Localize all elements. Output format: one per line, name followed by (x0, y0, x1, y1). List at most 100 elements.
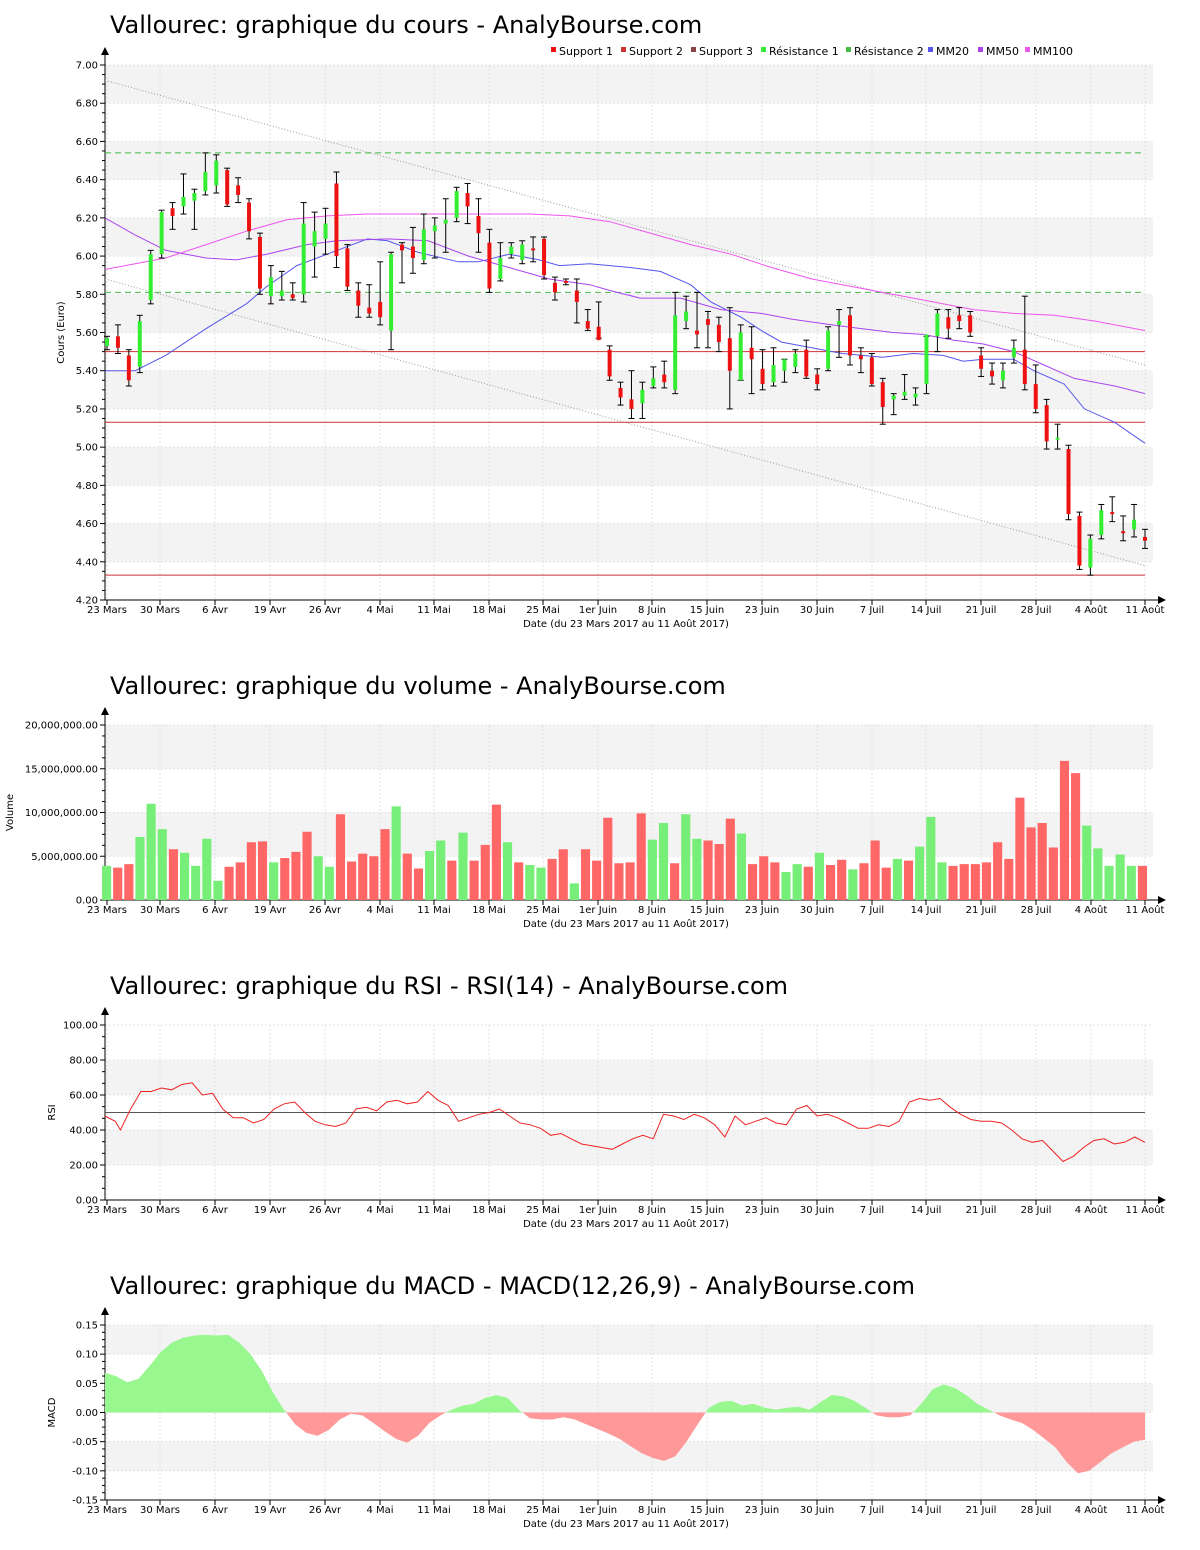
volume-bar (224, 866, 234, 900)
volume-bar (592, 860, 602, 900)
candle-body (1132, 519, 1137, 530)
y-tick-label: 4.40 (76, 557, 98, 568)
volume-bar (380, 829, 390, 900)
volume-bar (302, 831, 312, 900)
candle-body (793, 353, 798, 367)
candle-body (421, 229, 426, 260)
volume-bar (113, 867, 123, 900)
volume-bar (658, 823, 669, 900)
candle-body (957, 315, 962, 322)
volume-bar (781, 872, 791, 900)
volume-bar (736, 833, 747, 900)
candle-body (454, 191, 459, 218)
y-tick-label: 6.80 (76, 99, 98, 110)
volume-bar (1104, 865, 1114, 900)
volume-bar (469, 860, 479, 900)
x-tick-label: 21 Juil (966, 905, 997, 916)
volume-bar (948, 865, 958, 900)
x-tick-label: 23 Mars (87, 1505, 127, 1516)
candle-body (356, 290, 361, 306)
grid-band (105, 370, 1153, 409)
volume-bar (402, 853, 412, 900)
candle-body (651, 378, 656, 386)
volume-bar (970, 864, 980, 900)
candle-body (990, 370, 995, 377)
volume-bar (168, 849, 178, 900)
x-tick-label: 14 Juil (911, 1505, 942, 1516)
volume-chart: Vallourec: graphique du volume - AnalyBo… (5, 672, 1166, 930)
y-axis-arrow (101, 47, 109, 55)
volume-bar (1137, 865, 1147, 900)
candle-body (826, 330, 831, 369)
x-axis-title: Date (du 23 Mars 2017 au 11 Août 2017) (523, 1518, 729, 1530)
y-tick-label: 0.10 (76, 1350, 98, 1361)
y-tick-label: 5.40 (76, 366, 98, 377)
candle-body (902, 391, 907, 396)
candle-body (618, 387, 623, 398)
candle-body (312, 231, 317, 247)
candle-body (443, 219, 448, 224)
candle-body (290, 294, 295, 299)
x-tick-label: 23 Juin (745, 605, 779, 616)
volume-bar (892, 858, 902, 900)
legend-label: MM50 (986, 45, 1019, 58)
x-tick-label: 18 Mai (472, 905, 505, 916)
x-tick-label: 18 Mai (472, 1205, 505, 1216)
x-tick-label: 21 Juil (966, 1205, 997, 1216)
x-tick-label: 19 Avr (254, 605, 287, 616)
volume-bar (1115, 854, 1125, 900)
y-tick-label: 5.60 (76, 328, 98, 339)
candle-body (323, 223, 328, 239)
legend-swatch (551, 47, 556, 52)
y-axis-arrow (101, 1307, 109, 1315)
volume-bar (502, 842, 513, 900)
volume-bar (848, 869, 858, 900)
x-tick-label: 14 Juil (911, 905, 942, 916)
volume-bar (814, 852, 824, 900)
candle-body (804, 349, 809, 377)
x-tick-label: 11 Août (1126, 1204, 1165, 1216)
y-axis-arrow (101, 1007, 109, 1015)
y-tick-label: 4.20 (76, 596, 98, 607)
volume-bar (369, 856, 379, 900)
candle-body (542, 238, 547, 276)
volume-bar (681, 814, 691, 900)
x-tick-label: 14 Juil (911, 1205, 942, 1216)
volume-bar (280, 858, 290, 900)
candle-body (509, 246, 514, 255)
chart-title: Vallourec: graphique du RSI - RSI(14) - … (110, 972, 788, 1000)
candle-body (105, 338, 109, 346)
candle-body (880, 382, 885, 408)
x-axis-title: Date (du 23 Mars 2017 au 11 Août 2017) (523, 918, 729, 930)
y-tick-label: 100.00 (63, 1021, 98, 1032)
y-tick-label: 5.80 (76, 290, 98, 301)
volume-bar (1026, 827, 1036, 900)
x-tick-label: 11 Août (1126, 604, 1165, 616)
x-tick-label: 25 Mai (526, 905, 559, 916)
volume-bar (425, 851, 435, 900)
candle-body (236, 185, 241, 195)
candle-body (170, 208, 175, 216)
y-tick-label: 6.00 (76, 252, 98, 263)
candle-body (148, 254, 153, 301)
volume-bar (647, 839, 657, 900)
x-tick-label: 6 Avr (202, 1205, 229, 1216)
y-axis-title: Volume (5, 794, 16, 831)
candle-body (400, 244, 405, 251)
y-tick-label: 80.00 (69, 1056, 98, 1067)
y-tick-label: 0.05 (76, 1379, 98, 1390)
candle-body (1066, 449, 1071, 515)
candle-body (1000, 370, 1005, 381)
candle-body (301, 223, 306, 295)
candle-body (487, 242, 492, 289)
y-tick-label: 0.00 (76, 896, 98, 907)
x-tick-label: 21 Juil (966, 605, 997, 616)
x-axis-title: Date (du 23 Mars 2017 au 11 Août 2017) (523, 1218, 729, 1230)
candle-body (585, 321, 590, 329)
macd-negative-area (872, 1412, 913, 1418)
volume-bar (993, 842, 1003, 900)
grid-band (105, 1130, 1153, 1165)
candle-body (979, 355, 984, 369)
y-tick-label: -0.10 (72, 1466, 98, 1477)
